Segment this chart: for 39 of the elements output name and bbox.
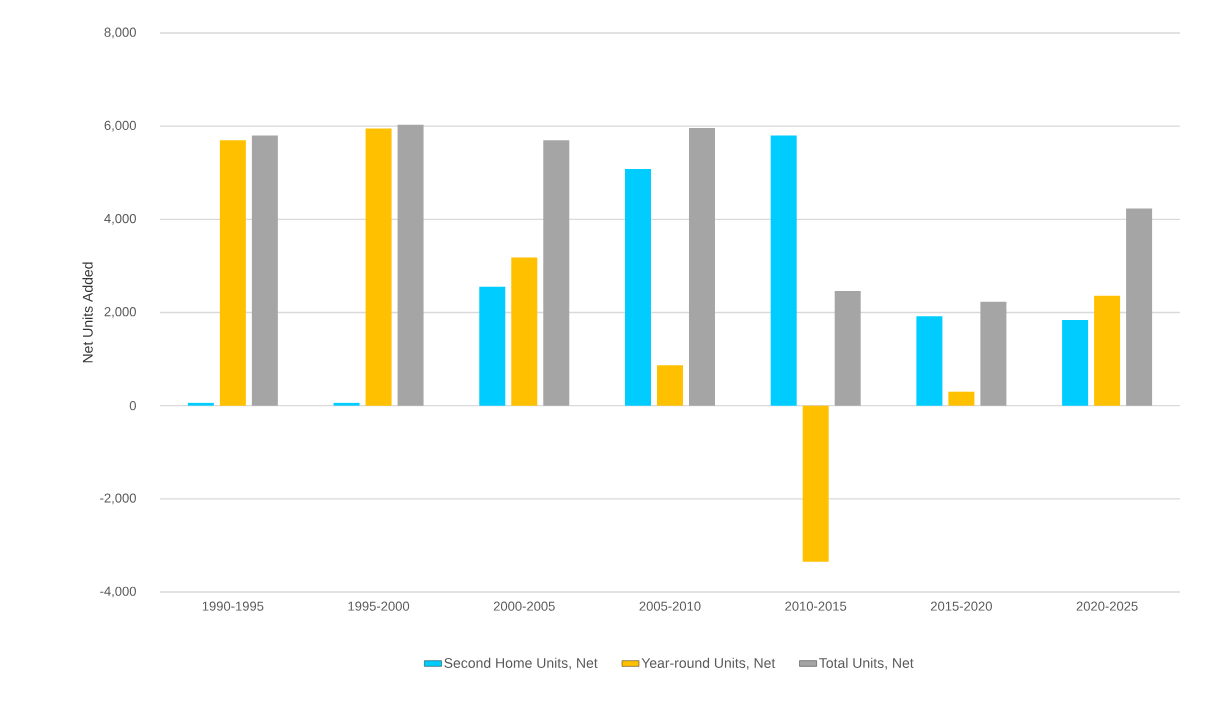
x-tick-label: 1990-1995 [202, 601, 264, 611]
x-tick-label: 2010-2015 [785, 601, 847, 611]
y-tick-label: 0 [129, 401, 136, 411]
bar [251, 135, 278, 406]
bar [1094, 295, 1121, 406]
legend-label: Total Units, Net [819, 657, 914, 670]
bar [397, 124, 424, 406]
bar [1062, 319, 1089, 406]
y-tick-label: -4,000 [100, 586, 136, 598]
x-tick-label: 2020-2025 [1076, 601, 1138, 611]
bar [187, 402, 214, 406]
x-tick-label: 2000-2005 [493, 601, 555, 611]
legend-label: Year-round Units, Net [641, 657, 776, 670]
legend-label: Second Home Units, Net [444, 657, 598, 670]
bar [624, 169, 651, 406]
y-axis-title: Net Units Added [82, 262, 93, 363]
y-tick-label: 8,000 [104, 27, 136, 39]
bar [688, 128, 715, 406]
bar [511, 257, 538, 406]
y-tick-label: 6,000 [104, 120, 136, 132]
y-tick-label: 4,000 [104, 213, 136, 225]
bar [980, 301, 1007, 406]
y-tick-label: -2,000 [100, 493, 136, 505]
bar [219, 140, 246, 406]
y-tick-label: 2,000 [104, 307, 136, 318]
bar [365, 128, 392, 406]
x-tick-label: 2015-2020 [930, 601, 992, 611]
bar [479, 286, 506, 406]
bar [948, 391, 975, 406]
bar [834, 291, 861, 406]
bar [916, 316, 943, 406]
x-tick-label: 2005-2010 [639, 601, 701, 611]
bar [333, 402, 360, 406]
bar [543, 140, 570, 406]
bar [802, 405, 829, 562]
bar [1126, 208, 1153, 406]
x-tick-label: 1995-2000 [348, 601, 410, 611]
bar [656, 365, 683, 406]
bar [770, 135, 797, 406]
